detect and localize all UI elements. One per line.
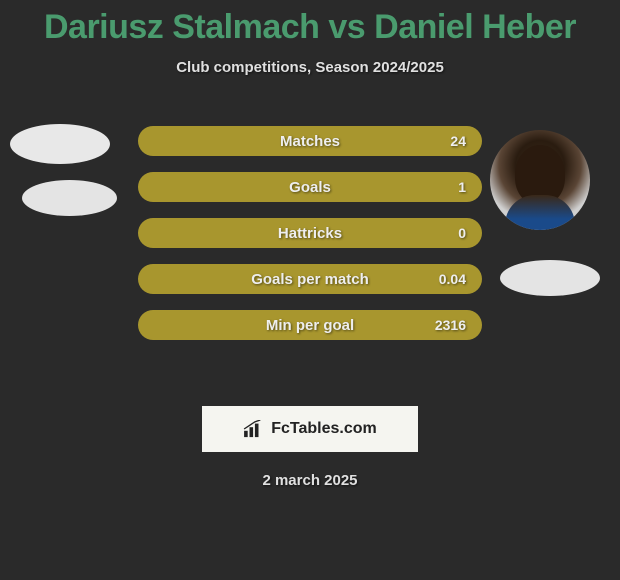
stat-row: Matches 24 <box>138 126 482 156</box>
stat-row: Hattricks 0 <box>138 218 482 248</box>
stat-label: Min per goal <box>266 317 354 334</box>
stat-value: 0 <box>458 225 466 241</box>
subtitle: Club competitions, Season 2024/2025 <box>0 59 620 76</box>
stat-label: Goals <box>289 179 331 196</box>
stat-label: Matches <box>280 133 340 150</box>
page-title: Dariusz Stalmach vs Daniel Heber <box>0 0 620 47</box>
stat-row: Goals per match 0.04 <box>138 264 482 294</box>
stat-label: Hattricks <box>278 225 342 242</box>
stat-value: 2316 <box>435 317 466 333</box>
player-left-avatar-1 <box>10 124 110 164</box>
chart-icon <box>243 420 265 438</box>
stat-value: 1 <box>458 179 466 195</box>
stats-area: Matches 24 Goals 1 Hattricks 0 Goals per… <box>0 108 620 378</box>
stat-row: Goals 1 <box>138 172 482 202</box>
stat-label: Goals per match <box>251 271 369 288</box>
stat-value: 0.04 <box>439 271 466 287</box>
stat-value: 24 <box>450 133 466 149</box>
player-left-avatar-2 <box>22 180 117 216</box>
date-text: 2 march 2025 <box>0 472 620 489</box>
fctables-logo[interactable]: FcTables.com <box>202 406 418 452</box>
logo-text: FcTables.com <box>271 420 377 438</box>
stat-row: Min per goal 2316 <box>138 310 482 340</box>
player-right-avatar-oval <box>500 260 600 296</box>
player-right-photo <box>490 130 590 230</box>
